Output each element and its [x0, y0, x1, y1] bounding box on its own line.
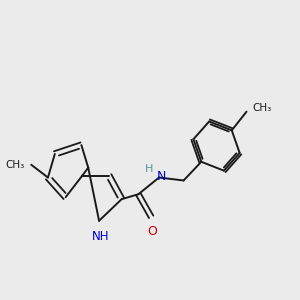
Text: CH₃: CH₃: [5, 160, 24, 170]
Text: NH: NH: [92, 230, 110, 243]
Text: O: O: [147, 225, 157, 238]
Text: H: H: [145, 164, 153, 174]
Text: CH₃: CH₃: [252, 103, 272, 113]
Text: N: N: [156, 170, 166, 183]
